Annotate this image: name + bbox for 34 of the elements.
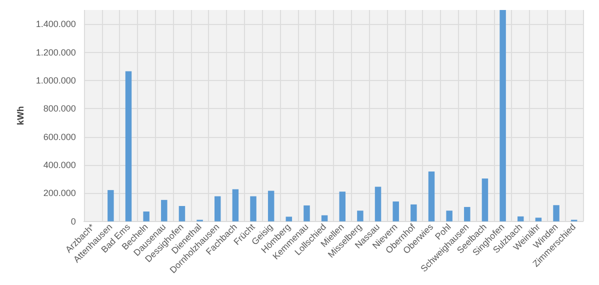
bar xyxy=(268,190,274,222)
bar xyxy=(143,211,150,222)
bar xyxy=(500,10,506,222)
y-axis-title: kWh xyxy=(16,106,26,126)
bar xyxy=(232,189,239,222)
y-tick-label: 1.200.000 xyxy=(36,47,76,58)
y-tick-label: 1.400.000 xyxy=(36,19,76,30)
bar xyxy=(392,201,399,222)
bar xyxy=(321,215,328,222)
bar xyxy=(482,178,488,222)
bar xyxy=(410,204,417,222)
y-tick-label: 1.000.000 xyxy=(36,75,76,86)
bar xyxy=(374,186,382,222)
bar xyxy=(125,71,132,222)
bar xyxy=(286,216,292,222)
y-tick-label: 0 xyxy=(70,216,76,226)
y-tick-label: 400.000 xyxy=(43,160,76,170)
y-tick-label: 200.000 xyxy=(43,188,76,198)
bar xyxy=(518,216,524,222)
y-tick-label: 800.000 xyxy=(43,104,76,114)
bar xyxy=(161,200,168,222)
bar xyxy=(446,210,452,222)
bar xyxy=(214,196,221,222)
bar xyxy=(250,196,256,222)
bar xyxy=(428,171,435,222)
bar xyxy=(108,190,114,222)
bar xyxy=(553,205,560,222)
bar xyxy=(535,218,542,222)
bar xyxy=(357,210,364,222)
bar xyxy=(304,205,310,222)
bar xyxy=(464,206,470,222)
bar xyxy=(178,206,186,222)
bar xyxy=(339,192,346,222)
y-tick-label: 600.000 xyxy=(43,132,76,142)
